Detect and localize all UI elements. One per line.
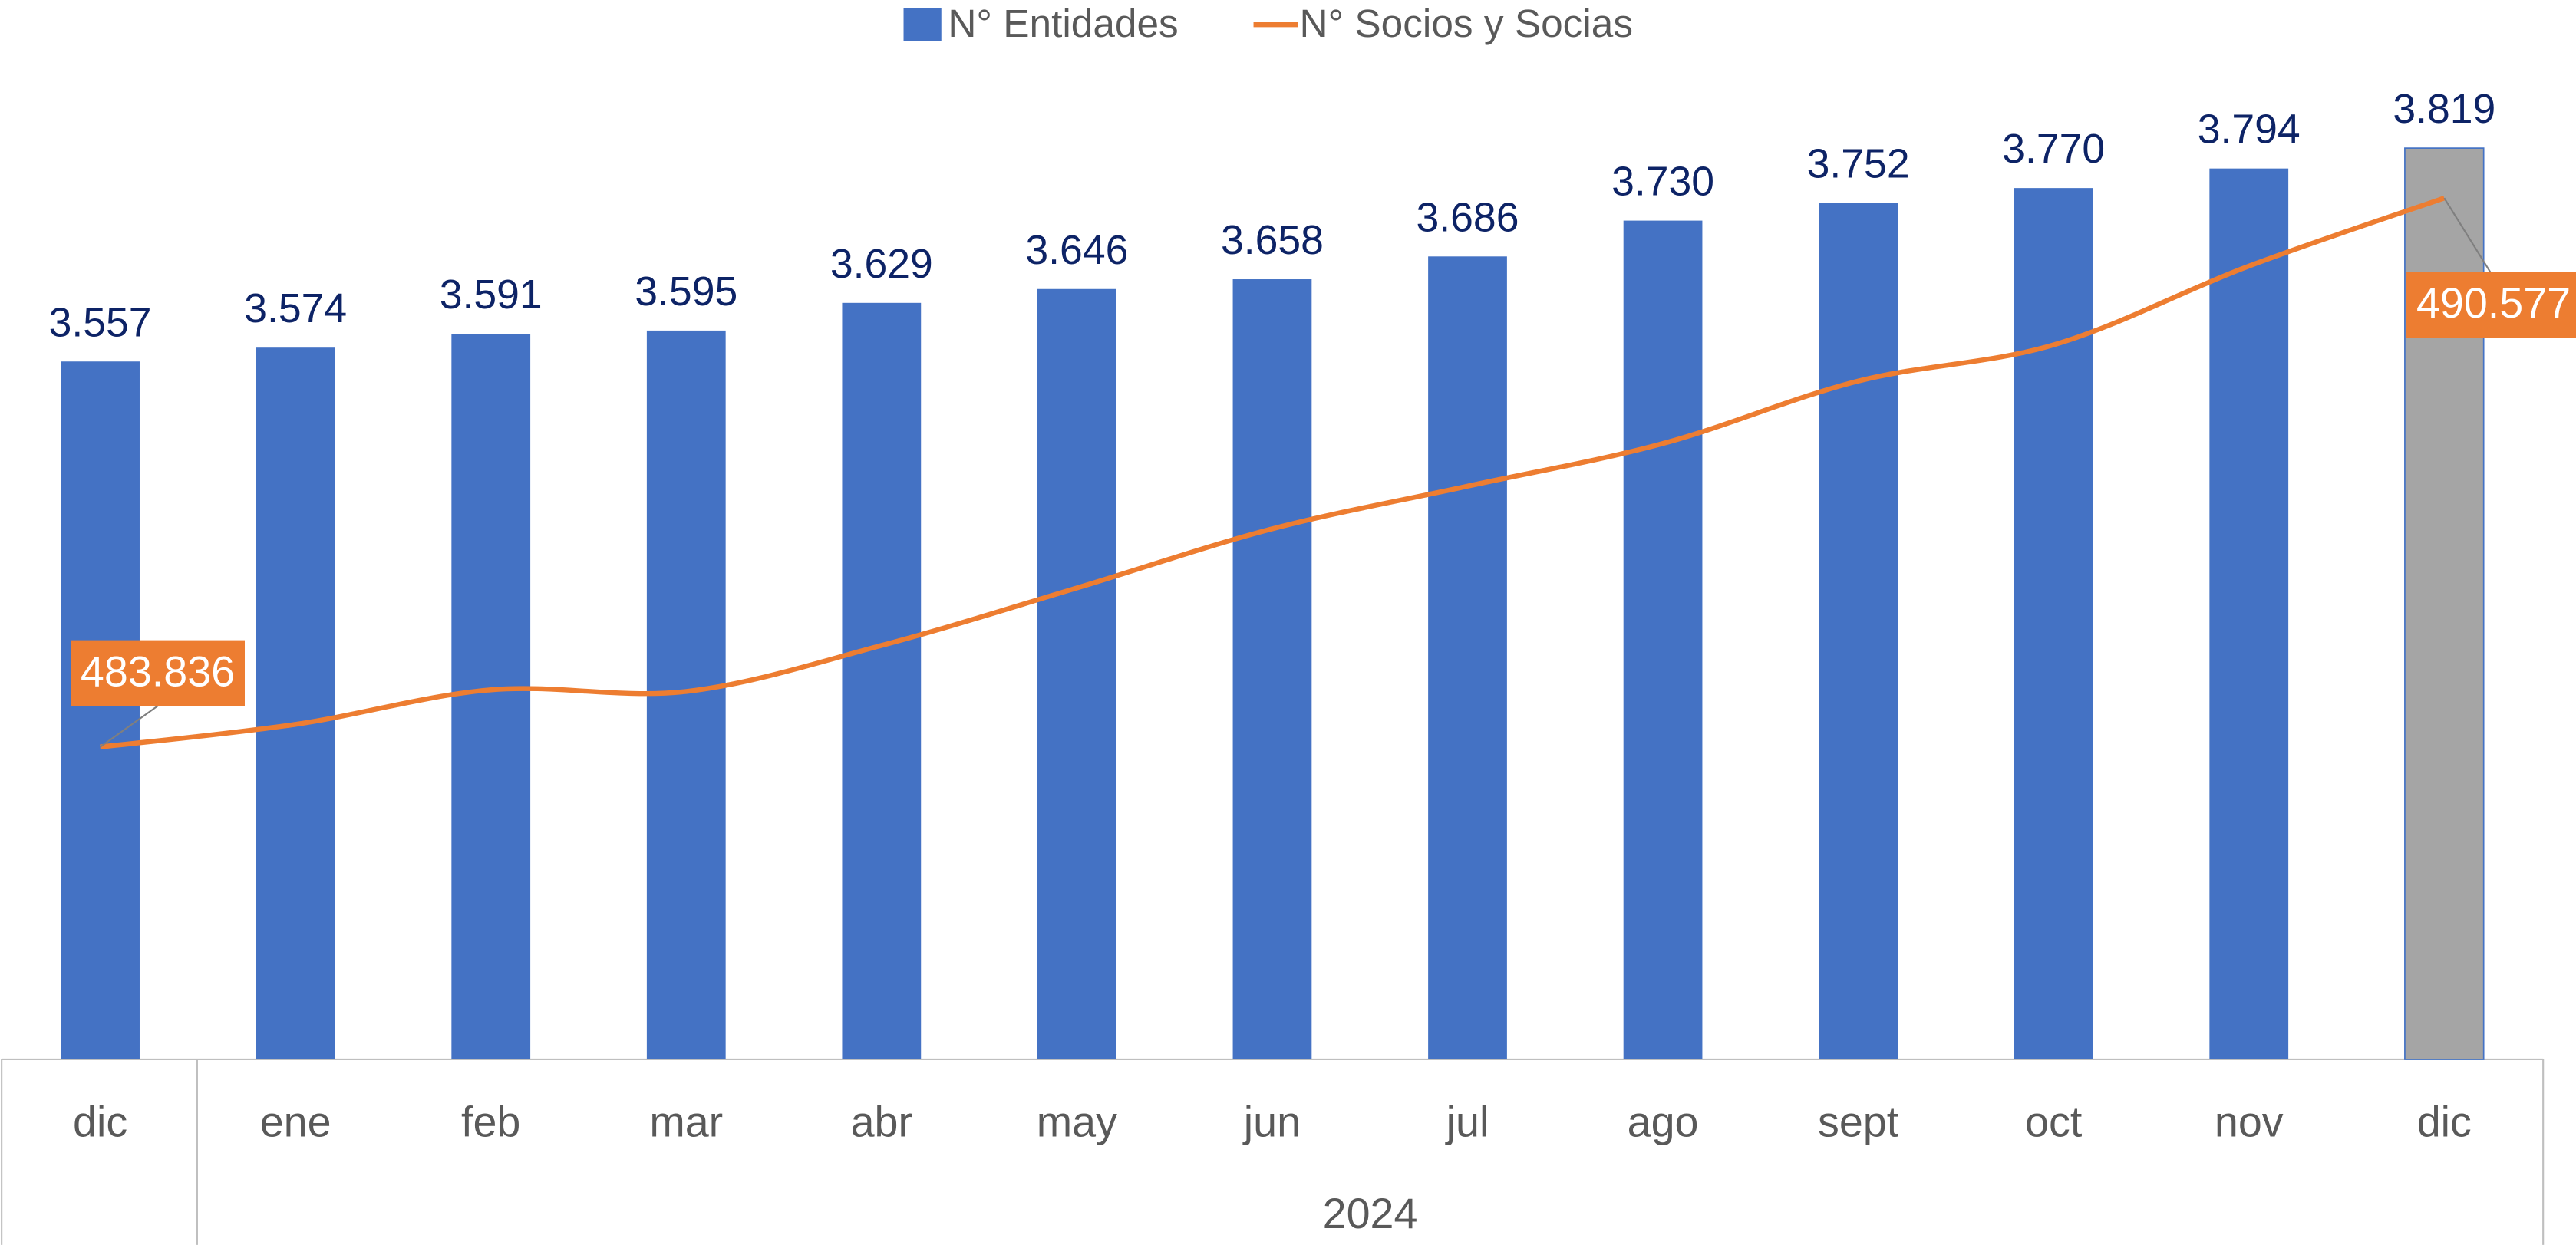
x-tick-label: nov [2215, 1098, 2284, 1145]
data-label: 3.595 [635, 269, 737, 315]
data-label: 3.629 [830, 242, 933, 287]
bar [2014, 188, 2093, 1059]
x-tick-label: mar [649, 1098, 723, 1145]
data-label: 3.819 [2393, 87, 2495, 132]
data-label: 3.794 [2198, 107, 2301, 153]
x-tick-label: ene [260, 1098, 331, 1145]
leader-line [2443, 197, 2492, 273]
bar [1623, 220, 1703, 1059]
data-label: 3.646 [1025, 228, 1128, 273]
data-label: 3.752 [1807, 141, 1910, 186]
x-tick-label: dic [2417, 1098, 2472, 1145]
axis-frame [1, 1058, 2545, 1245]
data-label: 3.557 [49, 300, 152, 345]
data-label: 3.574 [244, 286, 347, 331]
x-tick-label: dic [73, 1098, 127, 1145]
data-label-box [2406, 272, 2576, 338]
bar [1232, 279, 1312, 1059]
bar [61, 361, 140, 1059]
legend-swatch [903, 8, 942, 41]
x-tick-label: may [1037, 1098, 1117, 1145]
data-label: 3.686 [1417, 195, 1519, 240]
leader-line [99, 705, 159, 748]
data-label: 3.730 [1611, 160, 1714, 205]
line-series [100, 196, 2446, 749]
data-label: 3.591 [440, 272, 543, 318]
x-tick-label: feb [461, 1098, 520, 1145]
data-label-box [71, 640, 246, 706]
bar [1037, 288, 1116, 1059]
group-label: 2024 [1323, 1190, 1418, 1237]
legend-label: N° Socios y Socias [1299, 1, 1633, 45]
x-tick-label: abr [851, 1098, 912, 1145]
x-tick-label: jun [1242, 1098, 1301, 1145]
data-label: 490.577 [2416, 279, 2571, 327]
data-label: 3.658 [1221, 218, 1324, 263]
x-tick-label: sept [1818, 1098, 1899, 1145]
bar [842, 302, 922, 1059]
bar [2209, 168, 2289, 1059]
bar [256, 347, 335, 1059]
data-label: 3.770 [2002, 127, 2105, 172]
x-tick-label: ago [1628, 1098, 1699, 1145]
bar [451, 334, 531, 1059]
legend-label: N° Entidades [948, 1, 1178, 45]
bar [1428, 256, 1507, 1059]
bar [1819, 203, 1898, 1059]
x-tick-label: jul [1445, 1098, 1489, 1145]
data-label: 483.836 [81, 647, 235, 695]
x-tick-label: oct [2025, 1098, 2083, 1145]
